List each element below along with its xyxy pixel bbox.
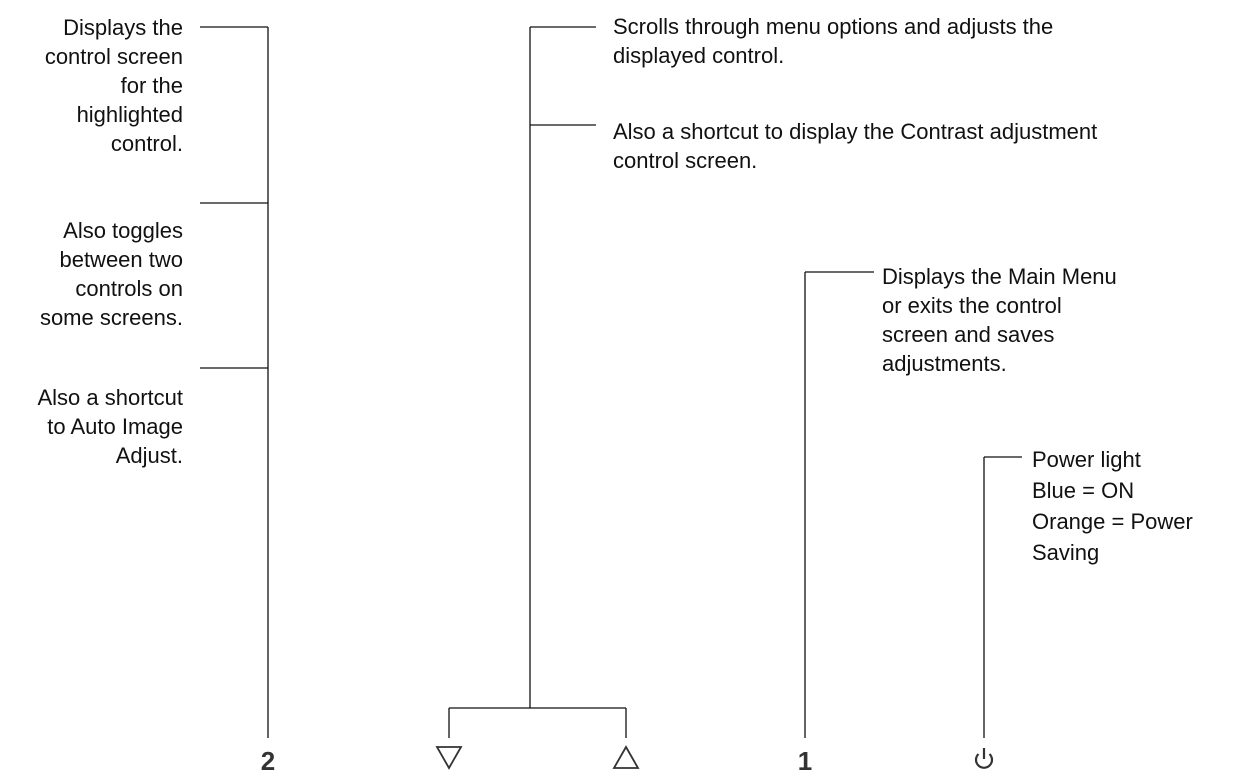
- down-arrow-icon[interactable]: [429, 744, 469, 774]
- power-desc: Power light Blue = ON Orange = Power Sav…: [1032, 447, 1193, 565]
- arrows-desc-contrast: Also a shortcut to display the Contrast …: [613, 119, 1098, 173]
- button-1[interactable]: 1: [797, 746, 813, 776]
- power-icon[interactable]: [964, 744, 1004, 774]
- up-arrow-icon[interactable]: [606, 744, 646, 774]
- button1-desc: Displays the Main Menu or exits the cont…: [882, 264, 1117, 376]
- button-2[interactable]: 2: [260, 746, 276, 776]
- button2-desc-toggle: Also toggles between two controls on som…: [39, 218, 183, 330]
- button2-desc-display: Displays the control screen for the high…: [44, 15, 183, 156]
- button2-desc-auto: Also a shortcut to Auto Image Adjust.: [37, 385, 183, 468]
- arrows-desc-scroll: Scrolls through menu options and adjusts…: [613, 14, 1054, 68]
